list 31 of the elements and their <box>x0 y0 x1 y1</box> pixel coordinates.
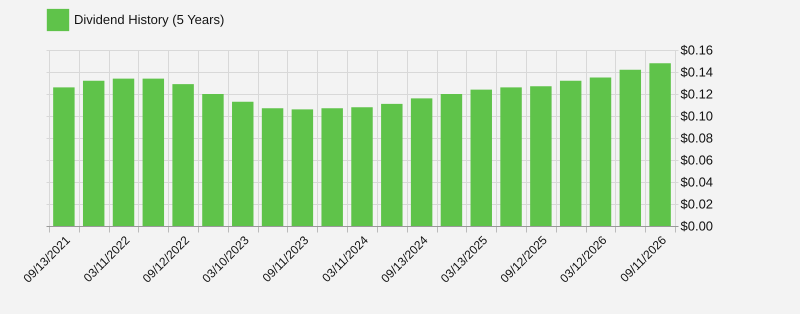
bar <box>620 70 642 226</box>
bar <box>82 80 104 226</box>
bar <box>440 94 462 226</box>
bar <box>321 108 343 226</box>
y-tick-label: $0.06 <box>680 152 714 168</box>
bar <box>53 87 75 226</box>
bar <box>202 94 224 226</box>
bar <box>112 78 134 226</box>
y-tick-label: $0.12 <box>680 86 714 102</box>
bar <box>649 63 671 226</box>
y-tick-label: $0.14 <box>680 64 714 80</box>
bar <box>381 104 403 226</box>
bar <box>262 108 284 226</box>
y-tick-label: $0.02 <box>680 196 714 212</box>
y-tick-label: $0.00 <box>680 218 714 234</box>
y-tick-label: $0.04 <box>680 174 714 190</box>
bar <box>470 90 492 226</box>
bar <box>232 102 254 226</box>
bar <box>292 109 314 226</box>
bar <box>560 80 582 226</box>
bar <box>500 87 522 226</box>
bar <box>410 98 432 226</box>
y-tick-label: $0.08 <box>680 130 714 146</box>
bar <box>172 84 194 226</box>
bar <box>142 78 164 226</box>
y-tick-label: $0.10 <box>680 108 714 124</box>
bar <box>530 86 552 226</box>
y-tick-label: $0.16 <box>680 42 714 58</box>
legend-label: Dividend History (5 Years) <box>74 12 224 27</box>
bar <box>590 78 612 226</box>
bar <box>351 107 373 226</box>
